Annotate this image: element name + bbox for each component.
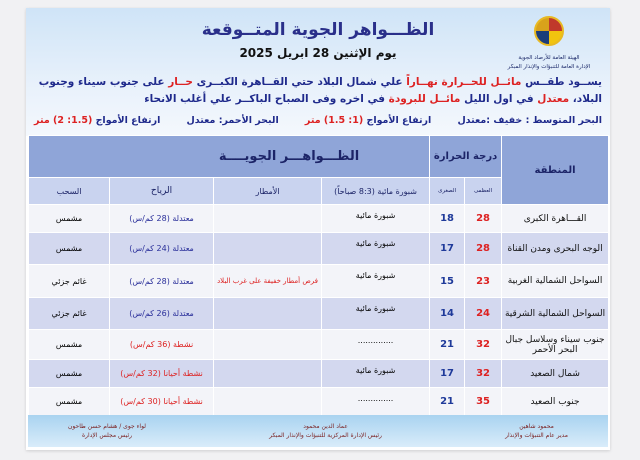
forecast-date: يوم الإثنين 28 ابريل 2025 xyxy=(239,46,397,60)
red-sea: البحر الأحمر: معتدل xyxy=(186,115,279,126)
min-temp-cell: 21 xyxy=(429,387,466,416)
min-temp-cell: 18 xyxy=(429,204,466,233)
wind-cell: معتدلة (28 كم/س) xyxy=(109,264,215,298)
table-row: السواحل الشمالية الشرقية 24 14 شبورة مائية م… xyxy=(27,297,610,330)
forecast-summary: يســود طقــس مائــل للحــرارة نهــاراً ع… xyxy=(38,76,602,105)
rain-cell xyxy=(213,204,323,233)
table-row: السواحل الشمالية الغربية 23 15 شبورة مائية ف… xyxy=(27,264,610,298)
fog-cell: شبورة مائية xyxy=(321,264,431,298)
wind-cell: معتدلة (24 كم/س) xyxy=(109,232,215,265)
table-row: الوجه البحرى ومدن القناة 28 17 شبورة مائية م… xyxy=(27,232,610,265)
phenomena-header: الظـــواهـــر الجويــــة xyxy=(27,135,431,178)
max-temp-cell: 28 xyxy=(464,204,503,233)
region-cell: شمال الصعيد xyxy=(501,359,610,388)
fog-cell: .............. xyxy=(321,329,431,360)
min-temp-cell: 17 xyxy=(429,232,466,265)
max-temp-cell: 23 xyxy=(464,264,503,298)
clouds-cell: مشمس xyxy=(27,232,111,265)
document-header: الهيئة العامة للأرصاد الجوية الإدارة الع… xyxy=(26,8,610,136)
clouds-cell: مشمس xyxy=(27,387,111,416)
min-header: الصغرى xyxy=(429,177,466,205)
min-temp-cell: 15 xyxy=(429,264,466,298)
fog-header: شبورة مائية (8:3 صباحاً) xyxy=(321,177,431,205)
organization-name: الهيئة العامة للأرصاد الجوية الإدارة الع… xyxy=(507,55,591,70)
cloud-header: السحب xyxy=(27,177,111,205)
region-cell: جنوب سيناء وسلاسل جبال البحر الأحمر xyxy=(501,329,610,360)
temp-header: درجة الحرارة xyxy=(429,135,503,178)
clouds-cell: غائم جزئي xyxy=(27,264,111,298)
fog-cell: .............. xyxy=(321,387,431,416)
table-row: شمال الصعيد 32 17 شبورة مائية نشطة أحيانا (3… xyxy=(27,359,610,388)
wind-cell: معتدلة (28 كم/س) xyxy=(109,204,215,233)
rain-cell xyxy=(213,359,323,388)
region-cell: السواحل الشمالية الغربية xyxy=(501,264,610,298)
max-temp-cell: 32 xyxy=(464,359,503,388)
rain-cell xyxy=(213,232,323,265)
wind-cell: نشطة (36 كم/س) xyxy=(109,329,215,360)
region-cell: السواحل الشمالية الشرقية xyxy=(501,297,610,330)
med-waves: ارتفاع الأمواج (1: 1.5) متر xyxy=(304,115,432,126)
rain-cell xyxy=(213,329,323,360)
min-temp-cell: 21 xyxy=(429,329,466,360)
signature-3: لواء جوى / هشام حسن طاحون رئيس مجلس الإدا… xyxy=(68,423,147,439)
rain-cell xyxy=(213,297,323,330)
max-header: العظمى xyxy=(464,177,503,205)
signatures-footer: محمود شاهين مدير عام التنبؤات والإنذار عم… xyxy=(28,415,608,447)
rain-header: الأمطار xyxy=(213,177,323,205)
signature-1: محمود شاهين مدير عام التنبؤات والإنذار xyxy=(505,423,568,439)
clouds-cell: غائم جزئي xyxy=(27,297,111,330)
ema-logo-icon xyxy=(534,16,564,46)
rain-cell: فرص أمطار خفيفة على غرب البلاد xyxy=(213,264,323,298)
fog-cell: شبورة مائية xyxy=(321,359,431,388)
sea-state: البحر المتوسط : خفيف :معتدل ارتفاع الأمو… xyxy=(34,115,602,126)
table-row: القـــاهرة الكبرى 28 18 شبورة مائية معتدلة (… xyxy=(27,204,610,233)
fog-cell: شبورة مائية xyxy=(321,204,431,233)
region-cell: القـــاهرة الكبرى xyxy=(501,204,610,233)
region-cell: جنوب الصعيد xyxy=(501,387,610,416)
min-temp-cell: 17 xyxy=(429,359,466,388)
red-waves: ارتفاع الأمواج (1.5: 2) متر xyxy=(34,115,161,126)
fog-cell: شبورة مائية xyxy=(321,232,431,265)
max-temp-cell: 28 xyxy=(464,232,503,265)
wind-header: الرياح xyxy=(109,177,215,205)
clouds-cell: مشمس xyxy=(27,204,111,233)
clouds-cell: مشمس xyxy=(27,359,111,388)
signature-2: عماد الدين محمود رئيس الإدارة المركزية لل… xyxy=(269,423,382,439)
region-cell: الوجه البحرى ومدن القناة xyxy=(501,232,610,265)
wind-cell: نشطة أحيانا (30 كم/س) xyxy=(109,387,215,416)
region-header: المنطقة xyxy=(501,135,610,205)
page-title: الظـــواهر الجوية المتــوقعة xyxy=(201,20,435,40)
max-temp-cell: 35 xyxy=(464,387,503,416)
table-row: جنوب سيناء وسلاسل جبال البحر الأحمر 32 21.… xyxy=(27,329,610,360)
med-sea: البحر المتوسط : خفيف :معتدل xyxy=(457,115,602,126)
forecast-document: الهيئة العامة للأرصاد الجوية الإدارة الع… xyxy=(26,8,610,450)
clouds-cell: مشمس xyxy=(27,329,111,360)
wind-cell: معتدلة (26 كم/س) xyxy=(109,297,215,330)
wind-cell: نشطة أحيانا (32 كم/س) xyxy=(109,359,215,388)
rain-cell xyxy=(213,387,323,416)
max-temp-cell: 32 xyxy=(464,329,503,360)
forecast-table: المنطقة درجة الحرارة الظـــواهـــر الجوي… xyxy=(27,135,610,416)
table-row: جنوب الصعيد 35 21.............. نشطة أحيانا… xyxy=(27,387,610,416)
max-temp-cell: 24 xyxy=(464,297,503,330)
min-temp-cell: 14 xyxy=(429,297,466,330)
fog-cell: شبورة مائية xyxy=(321,297,431,330)
